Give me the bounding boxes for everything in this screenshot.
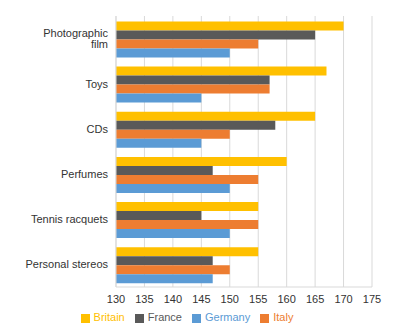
svg-text:165: 165 bbox=[306, 293, 324, 305]
svg-text:150: 150 bbox=[221, 293, 239, 305]
svg-text:Personal stereos: Personal stereos bbox=[25, 258, 108, 270]
svg-text:160: 160 bbox=[277, 293, 295, 305]
svg-text:170: 170 bbox=[334, 293, 352, 305]
svg-text:Toys: Toys bbox=[85, 78, 108, 90]
svg-text:CDs: CDs bbox=[87, 123, 109, 135]
svg-text:Photographicfilm: Photographicfilm bbox=[43, 27, 108, 50]
svg-text:155: 155 bbox=[249, 293, 267, 305]
svg-text:Perfumes: Perfumes bbox=[61, 168, 109, 180]
html-text:France: France bbox=[147, 311, 182, 323]
svg-text:175: 175 bbox=[363, 293, 381, 305]
svg-text:130: 130 bbox=[107, 293, 125, 305]
html-text:Britain: Britain bbox=[93, 311, 125, 323]
svg-text:Tennis racquets: Tennis racquets bbox=[31, 213, 109, 225]
svg-text:140: 140 bbox=[164, 293, 182, 305]
svg-text:135: 135 bbox=[135, 293, 153, 305]
html-text:Italy: Italy bbox=[273, 311, 294, 323]
html-text:Germany: Germany bbox=[205, 311, 251, 323]
svg-text:145: 145 bbox=[192, 293, 210, 305]
